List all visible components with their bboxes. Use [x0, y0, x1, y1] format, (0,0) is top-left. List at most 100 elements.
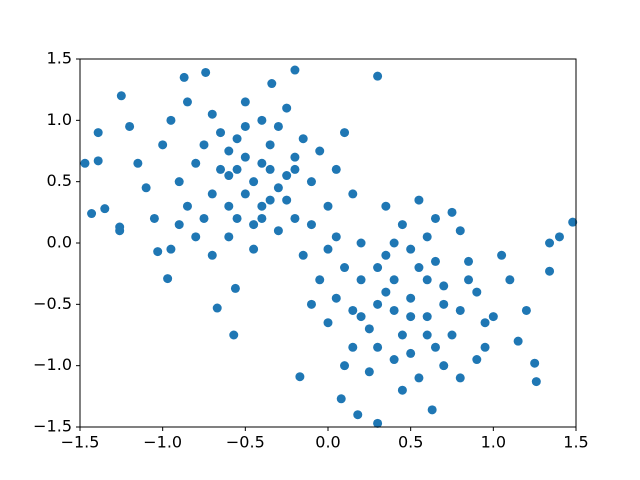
- point: [513, 336, 523, 346]
- point: [389, 275, 399, 285]
- point: [430, 213, 440, 223]
- point: [207, 189, 217, 199]
- point: [199, 140, 209, 150]
- point: [290, 65, 300, 75]
- point: [455, 373, 465, 383]
- point: [207, 109, 217, 119]
- point: [381, 250, 391, 260]
- point: [397, 385, 407, 395]
- point: [216, 128, 226, 138]
- point: [348, 189, 358, 199]
- point: [480, 342, 490, 352]
- point: [406, 312, 416, 322]
- point: [290, 164, 300, 174]
- point: [364, 324, 374, 334]
- point: [373, 263, 383, 273]
- point: [505, 275, 515, 285]
- point: [447, 330, 457, 340]
- point: [348, 305, 358, 315]
- point: [422, 275, 432, 285]
- point: [414, 373, 424, 383]
- point: [488, 312, 498, 322]
- point: [373, 71, 383, 81]
- point: [439, 361, 449, 371]
- point: [207, 250, 217, 260]
- point: [447, 207, 457, 217]
- point: [290, 213, 300, 223]
- point: [212, 303, 222, 313]
- y-tick-label: 1.0: [47, 110, 72, 129]
- point: [389, 238, 399, 248]
- y-tick-label: 0.5: [47, 171, 72, 190]
- point: [306, 299, 316, 309]
- point: [232, 164, 242, 174]
- point: [439, 299, 449, 309]
- point: [257, 115, 267, 125]
- point: [389, 355, 399, 365]
- point: [224, 201, 234, 211]
- point: [249, 220, 259, 230]
- point: [273, 226, 283, 236]
- point: [230, 283, 240, 293]
- point: [153, 247, 163, 257]
- point: [340, 361, 350, 371]
- point: [298, 250, 308, 260]
- x-tick-label: 1.5: [563, 433, 588, 452]
- point: [141, 183, 151, 193]
- point: [216, 164, 226, 174]
- point: [455, 226, 465, 236]
- point: [323, 244, 333, 254]
- point: [273, 183, 283, 193]
- point: [336, 394, 346, 404]
- point: [240, 121, 250, 131]
- y-tick-label: −1.0: [33, 355, 72, 374]
- point: [240, 152, 250, 162]
- point: [414, 195, 424, 205]
- x-tick-label: −1.0: [143, 433, 182, 452]
- point: [414, 263, 424, 273]
- y-tick-label: −1.5: [33, 417, 72, 436]
- point: [364, 367, 374, 377]
- point: [273, 121, 283, 131]
- point: [166, 115, 176, 125]
- point: [340, 128, 350, 138]
- point: [115, 222, 125, 232]
- y-tick-label: −0.5: [33, 294, 72, 313]
- point: [166, 244, 176, 254]
- point: [158, 140, 168, 150]
- point: [472, 287, 482, 297]
- point: [298, 134, 308, 144]
- point: [315, 275, 325, 285]
- point: [191, 232, 201, 242]
- point: [422, 312, 432, 322]
- point: [331, 293, 341, 303]
- point: [149, 213, 159, 223]
- point: [282, 103, 292, 113]
- point: [406, 244, 416, 254]
- point: [179, 72, 189, 82]
- point: [87, 209, 97, 219]
- point: [93, 128, 103, 138]
- point: [554, 232, 564, 242]
- point: [201, 67, 211, 77]
- point: [257, 158, 267, 168]
- point: [174, 220, 184, 230]
- point: [422, 232, 432, 242]
- point: [295, 372, 305, 382]
- point: [282, 195, 292, 205]
- point: [191, 158, 201, 168]
- point: [240, 97, 250, 107]
- point: [93, 156, 103, 166]
- x-tick-label: −0.5: [226, 433, 265, 452]
- point: [116, 91, 126, 101]
- point: [265, 164, 275, 174]
- point: [249, 177, 259, 187]
- point: [430, 256, 440, 266]
- point: [397, 220, 407, 230]
- point: [125, 121, 135, 131]
- point: [174, 177, 184, 187]
- point: [464, 256, 474, 266]
- x-tick-label: 0.5: [398, 433, 423, 452]
- point: [464, 275, 474, 285]
- point: [545, 266, 555, 276]
